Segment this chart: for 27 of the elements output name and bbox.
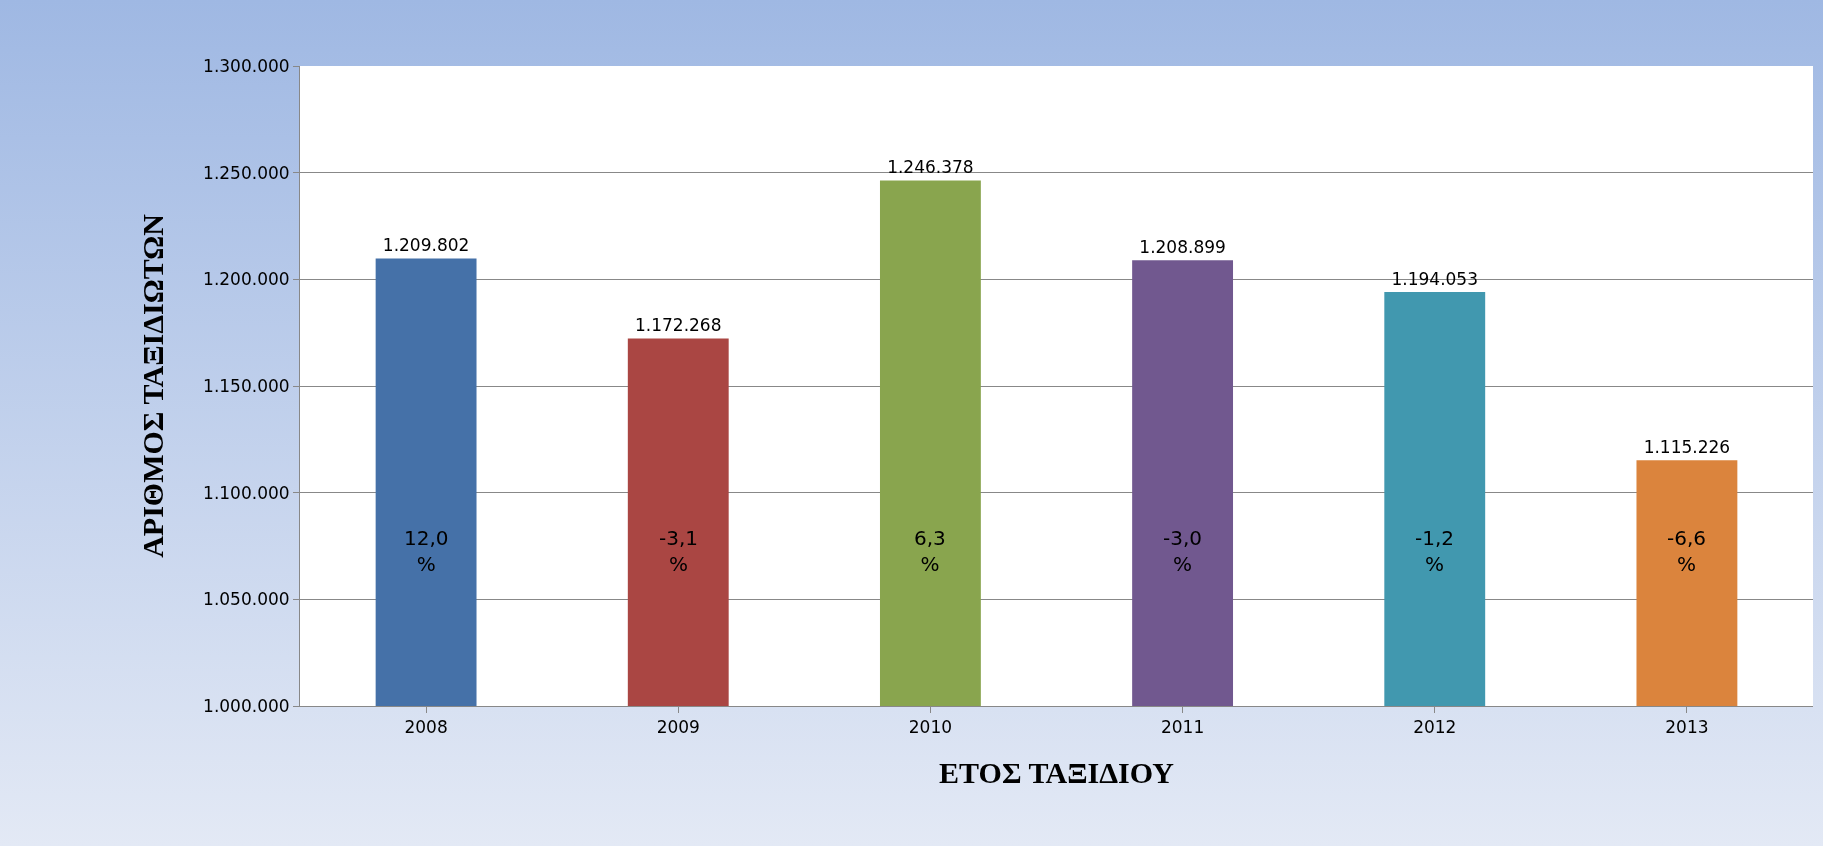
x-tick-label: 2010 bbox=[908, 717, 953, 738]
y-tick-label: 1.050.000 bbox=[203, 589, 290, 610]
x-axis-title: ΕΤΟΣ ΤΑΞΙΔΙΟΥ bbox=[939, 755, 1175, 789]
annotation: -6,6 % bbox=[1667, 526, 1707, 576]
y-tick-label: 1.300.000 bbox=[203, 55, 290, 76]
x-tick-label: 2012 bbox=[1413, 717, 1457, 738]
y-tick-label: 1.200.000 bbox=[203, 269, 290, 290]
y-tick-label: 1.000.000 bbox=[203, 695, 290, 716]
x-tick-label: 2008 bbox=[404, 717, 448, 738]
annotation: 6,3 % bbox=[914, 526, 946, 576]
data-label: 1.194.053 bbox=[1391, 269, 1479, 290]
x-tick-label: 2013 bbox=[1665, 717, 1709, 738]
y-tick-label: 1.250.000 bbox=[203, 162, 290, 183]
data-label: 1.172.268 bbox=[634, 315, 722, 336]
data-label: 1.115.226 bbox=[1643, 437, 1731, 458]
data-label: 1.209.802 bbox=[382, 235, 470, 256]
data-label: 1.246.378 bbox=[887, 157, 974, 178]
x-tick-label: 2009 bbox=[656, 717, 700, 738]
data-label: 1.208.899 bbox=[1139, 237, 1226, 258]
annotation: -1,2 % bbox=[1415, 526, 1455, 576]
annotation: 12,0 % bbox=[404, 526, 449, 576]
y-tick-label: 1.100.000 bbox=[203, 482, 290, 503]
annotation: -3,0 % bbox=[1163, 526, 1203, 576]
y-axis-title: ΑΡΙΘΜΟΣ ΤΑΞΙΔΙΩΤΩΝ bbox=[136, 213, 170, 558]
annotation: -3,1 % bbox=[659, 526, 699, 576]
x-tick-label: 2011 bbox=[1160, 717, 1205, 738]
y-tick-label: 1.150.000 bbox=[203, 375, 290, 396]
